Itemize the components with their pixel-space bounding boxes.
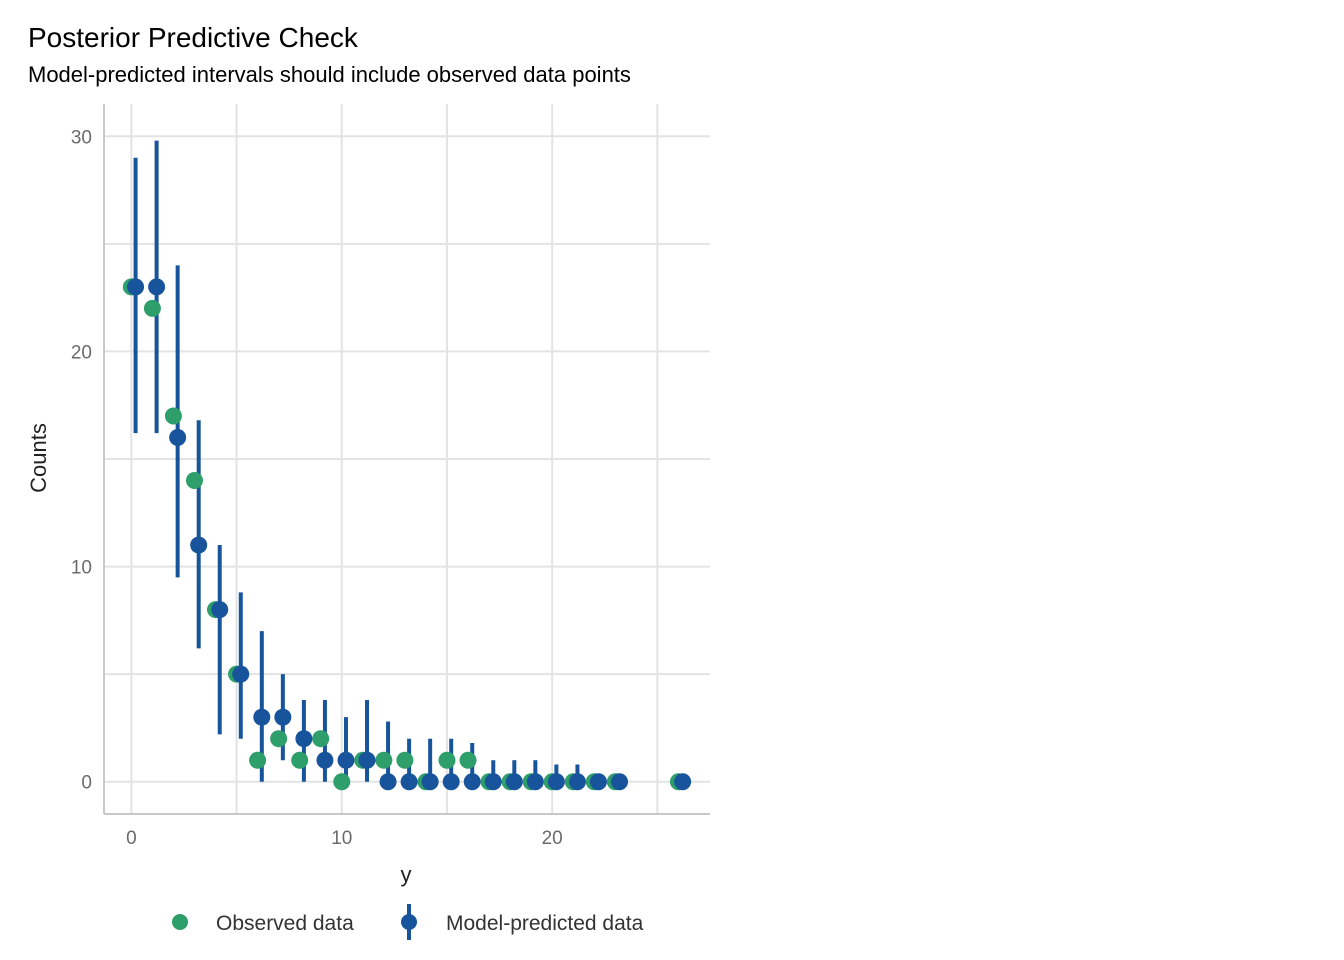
observed-point (249, 751, 267, 769)
predicted-point (568, 773, 586, 791)
predicted-point (274, 708, 292, 726)
predicted-point (589, 773, 607, 791)
observed-point (438, 751, 456, 769)
observed-point (291, 751, 309, 769)
predicted-point (232, 665, 250, 683)
x-tick-label: 10 (331, 828, 352, 849)
chart-subtitle: Model-predicted intervals should include… (28, 62, 631, 87)
observed-point (312, 730, 330, 748)
y-tick-label: 20 (71, 342, 92, 363)
legend-predicted-key (401, 914, 417, 930)
observed-point (143, 299, 161, 317)
y-tick-label: 0 (81, 773, 92, 794)
legend-observed-label: Observed data (216, 912, 354, 935)
observed-points (122, 278, 687, 791)
legend: Observed data Model-predicted data (172, 904, 644, 940)
predicted-point (148, 278, 166, 296)
predicted-point (484, 773, 502, 791)
observed-point (270, 730, 288, 748)
grid-lines (104, 104, 710, 814)
x-tick-label: 0 (126, 828, 137, 849)
predicted-point (611, 773, 629, 791)
tick-labels: 0 10 20 0 10 20 30 (71, 127, 563, 849)
predicted-point (463, 773, 481, 791)
predicted-point (316, 751, 334, 769)
legend-observed-key (172, 914, 188, 930)
observed-point (375, 751, 393, 769)
chart-title: Posterior Predictive Check (28, 22, 358, 53)
axes (103, 104, 710, 815)
predicted-point (169, 428, 187, 446)
predicted-ranges (133, 140, 580, 782)
predicted-point (442, 773, 460, 791)
predicted-point (421, 773, 439, 791)
observed-point (164, 407, 182, 425)
x-tick-label: 20 (542, 828, 563, 849)
y-tick-label: 30 (71, 127, 92, 148)
predicted-point (358, 751, 376, 769)
predicted-point (526, 773, 544, 791)
predicted-point (253, 708, 271, 726)
observed-point (185, 472, 203, 490)
predicted-point (127, 278, 145, 296)
observed-point (396, 751, 414, 769)
predicted-point (505, 773, 523, 791)
predicted-point (295, 730, 313, 748)
predicted-point (400, 773, 418, 791)
legend-predicted-label: Model-predicted data (446, 912, 644, 935)
predicted-point (547, 773, 565, 791)
predicted-point (674, 773, 692, 791)
y-tick-label: 10 (71, 558, 92, 579)
observed-point (333, 773, 351, 791)
x-axis-title: y (401, 862, 412, 887)
predicted-point (211, 601, 229, 619)
predicted-point (379, 773, 397, 791)
predicted-point (190, 536, 208, 554)
observed-point (459, 751, 477, 769)
y-axis-title: Counts (26, 423, 51, 493)
predicted-points (127, 278, 692, 791)
predicted-point (337, 751, 355, 769)
